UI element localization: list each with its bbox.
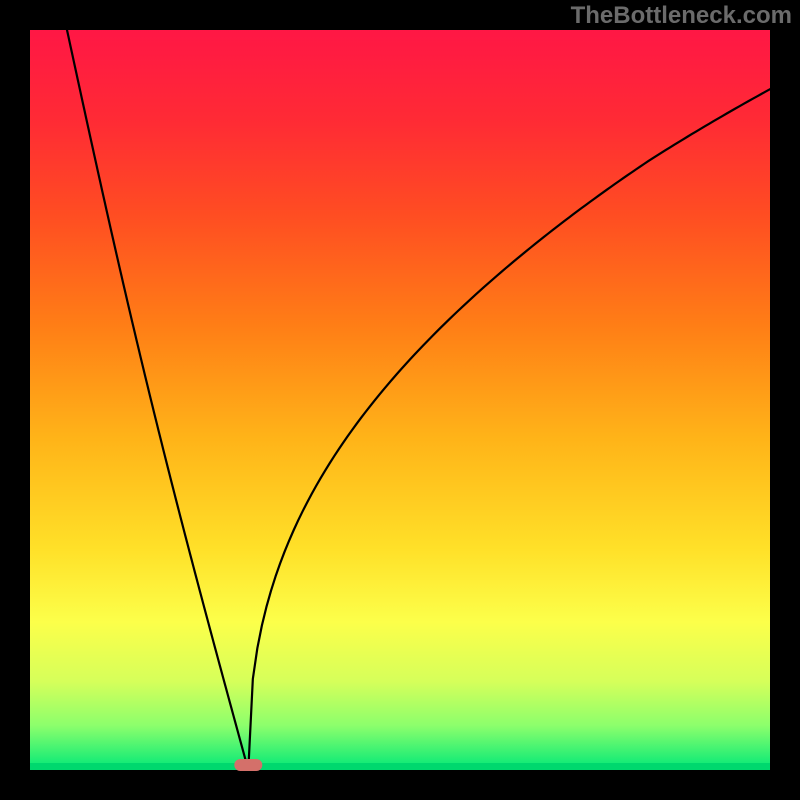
plot-interior (30, 30, 770, 770)
chart-container: TheBottleneck.com (0, 0, 800, 800)
chart-svg (0, 0, 800, 800)
dip-marker (234, 759, 262, 771)
watermark-text: TheBottleneck.com (571, 2, 792, 30)
bottom-band (30, 763, 770, 770)
